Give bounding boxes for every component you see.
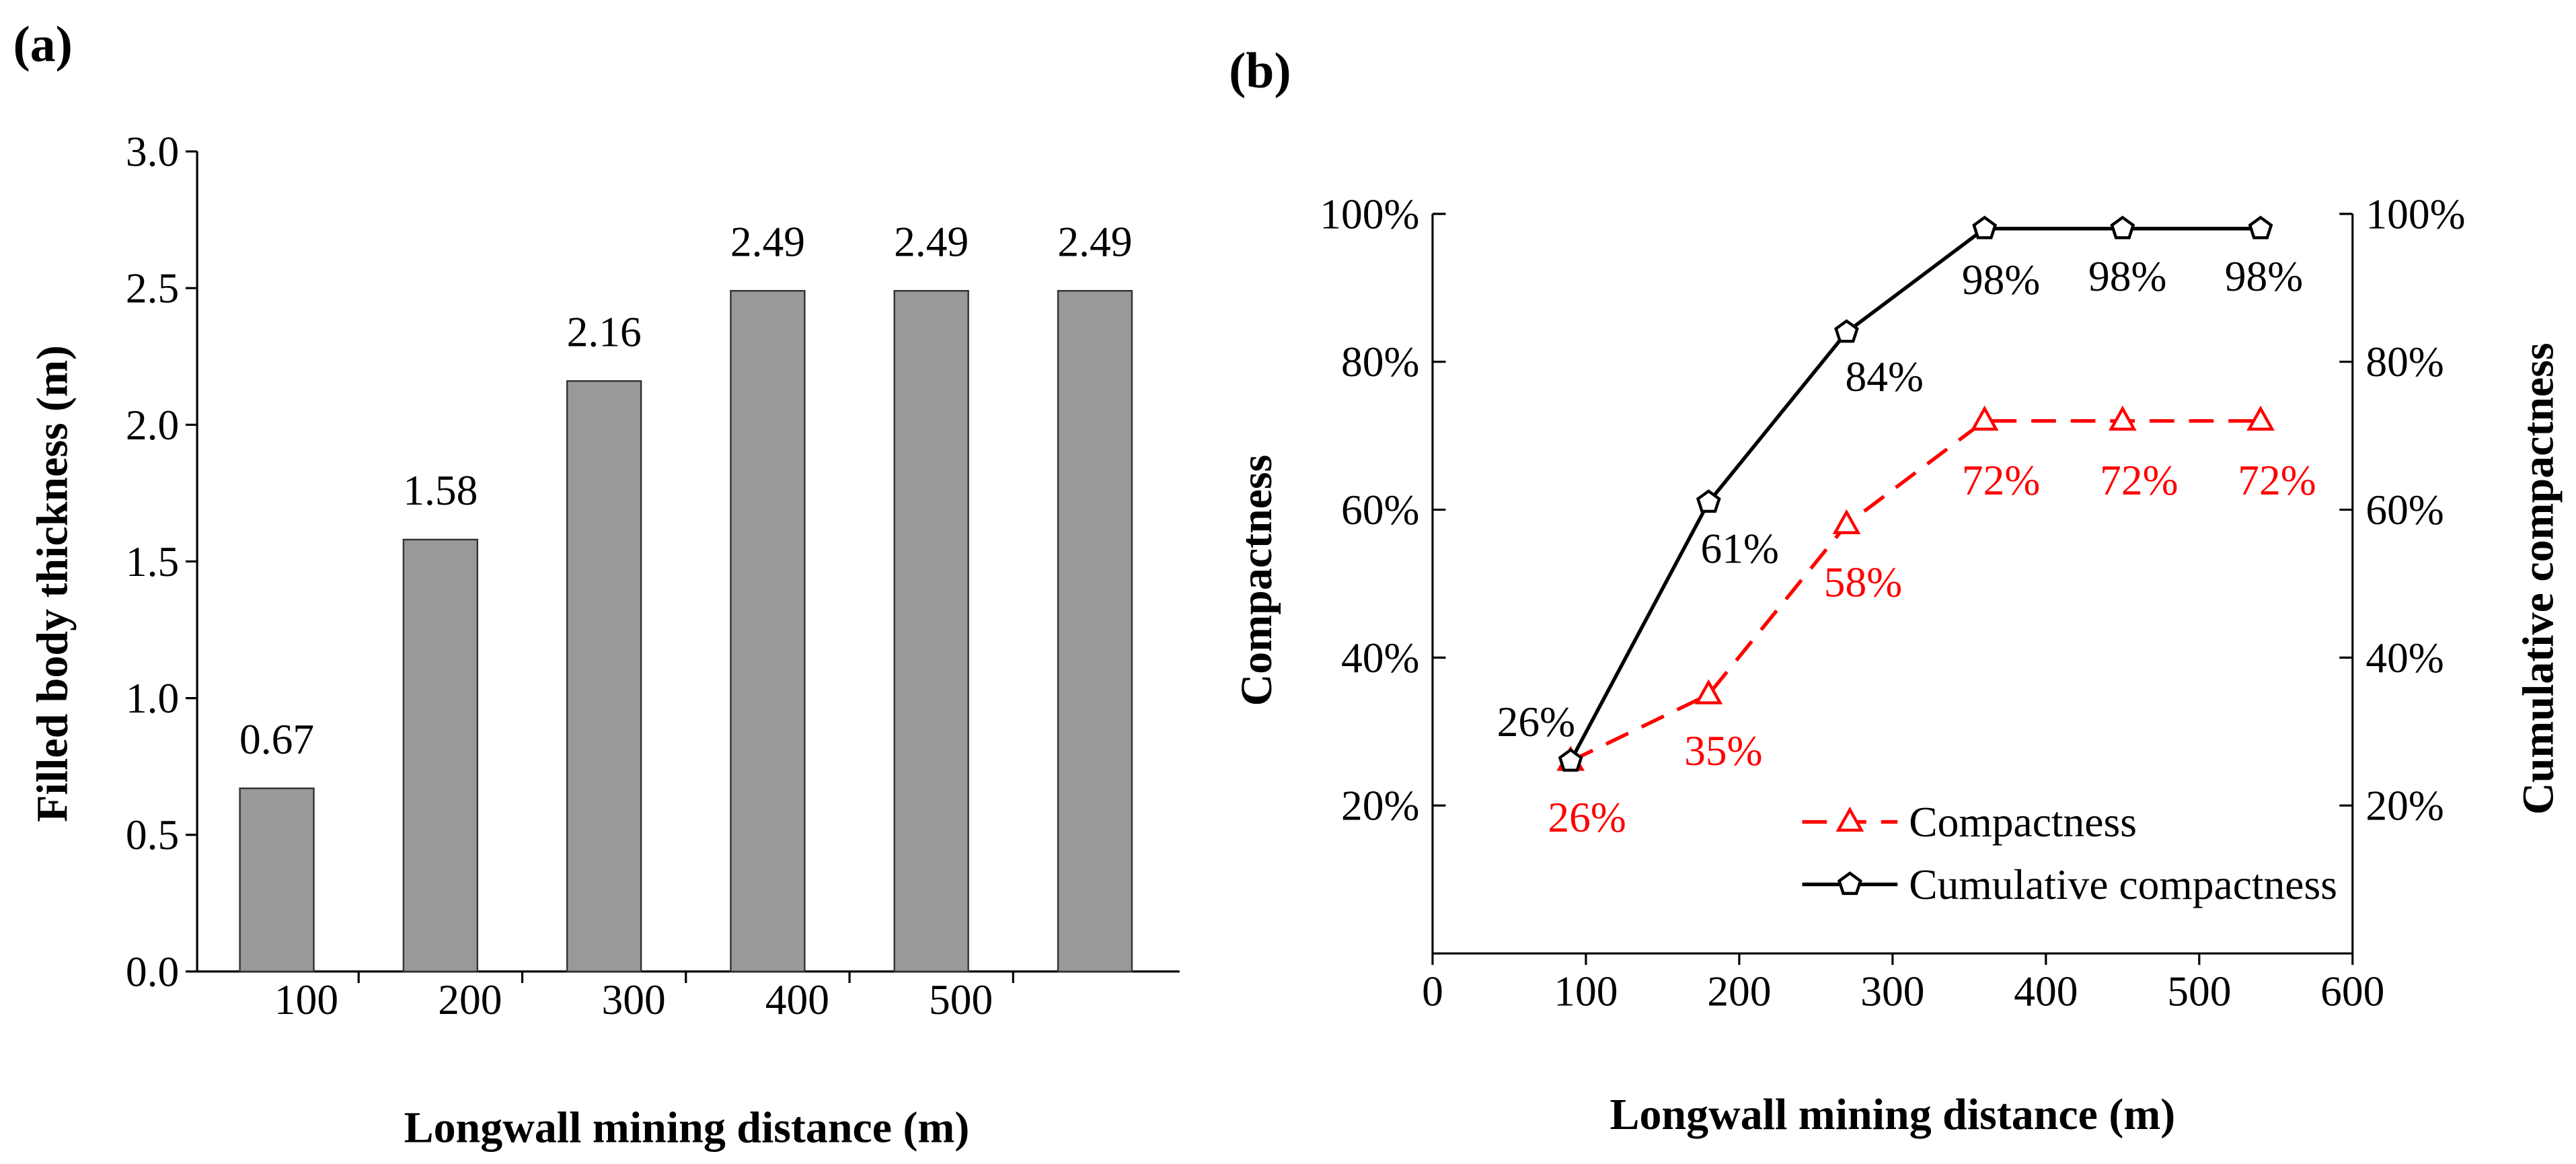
series-data-label: 26% [1548,793,1626,841]
bar [239,787,315,973]
panel-a-y-axis-title: Filled body thickness (m) [28,345,77,822]
series-data-label: 98% [2225,252,2303,300]
panel-b-line-chart: (b) 20% 20% 40% 40% 60% 60% 80% 80% 100% 100% 0 100… [1229,43,2563,1139]
panel-b-left-y-tick-label: 80% [1341,338,1419,386]
series-marker-pentagon [1972,215,1998,240]
bar [402,538,479,973]
series-marker-pentagon [1558,748,1583,772]
series-data-label: 35% [1684,727,1762,774]
panel-b-x-tick-label: 200 [1707,968,1771,1015]
series-data-label: 58% [1824,558,1902,606]
panel-a-plot-area: 0.0 0.5 1.0 1.5 2.0 2.5 3.0 0.67 1.58 2.16 2.49 2.4… [126,128,1133,1023]
panel-b-x-tick-label: 600 [2320,968,2384,1015]
panel-b-right-y-tick-label: 20% [2365,782,2444,830]
panel-a-x-tick-label: 400 [765,976,829,1023]
series-marker-pentagon [1696,489,1721,513]
series-data-label: 98% [2088,252,2166,300]
panel-a-x-tick-label: 300 [601,976,665,1023]
panel-b-right-y-tick-label: 100% [2365,190,2465,238]
bar-data-label: 2.49 [730,217,805,265]
bar [730,290,806,973]
series-marker-pentagon [1834,319,1859,343]
panel-b-left-y-tick-label: 20% [1341,782,1419,830]
bar-data-label: 1.58 [403,466,478,514]
bar-data-label: 2.49 [894,217,969,265]
panel-b-left-y-tick-label: 100% [1320,190,1419,238]
series-data-label: 72% [1962,456,2040,504]
series-data-label: 98% [1962,256,2040,303]
bar-data-label: 2.49 [1057,217,1132,265]
panel-a-x-tick-label: 200 [438,976,502,1023]
legend-marker-triangle [1835,806,1864,832]
series-marker-triangle [1970,405,1999,431]
bar [566,380,642,973]
legend: Compactness Cumulative compactness [1802,798,2337,908]
panel-a-y-tick-label: 1.5 [126,538,179,585]
series-data-label: 72% [2238,456,2316,504]
series-data-label: 61% [1701,524,1779,572]
series-line-compactness [1569,419,2261,763]
panel-a-x-axis-title: Longwall mining distance (m) [404,1103,970,1152]
series-marker-triangle [2108,405,2137,431]
panel-a-x-tick-label: 100 [274,976,338,1023]
series-marker-pentagon [2110,215,2135,240]
panel-b-x-tick-label: 500 [2167,968,2231,1015]
bar-data-label: 0.67 [239,715,314,763]
bar-data-label: 2.16 [567,308,642,356]
panel-a-y-tick-label: 3.0 [126,128,179,176]
panel-b-right-y-tick-label: 40% [2365,634,2444,682]
series-data-label: 72% [2100,456,2178,504]
panel-a-y-tick-label: 0.5 [126,811,179,859]
panel-a-y-tick-label: 2.0 [126,401,179,449]
panel-a-y-tick-label: 0.0 [126,947,179,995]
bar [1057,290,1133,973]
panel-b-x-tick-label: 300 [1860,968,1924,1015]
series-marker-triangle [1694,679,1723,704]
panel-b-left-y-tick-label: 40% [1341,634,1419,682]
panel-a-y-tick-label: 1.0 [126,674,179,722]
series-marker-triangle [2246,405,2275,431]
panel-b-right-y-tick-label: 60% [2365,486,2444,534]
bar [893,290,969,973]
series-data-label: 26% [1497,698,1575,745]
series-data-label: 84% [1845,353,1923,400]
panel-b-x-tick-label: 100 [1554,968,1618,1015]
panel-b-x-tick-label: 0 [1422,968,1443,1015]
panel-a-label: (a) [13,17,73,73]
series-marker-triangle [1832,509,1861,534]
panel-a-bar-chart: (a) 0.0 0.5 1.0 1.5 2.0 2.5 3.0 0.67 1.58 2.16 2.4… [13,17,1180,1152]
series-line-cumulative-compactness [1568,227,2261,762]
panel-b-x-tick-label: 400 [2014,968,2078,1015]
panel-b-right-y-tick-label: 80% [2365,338,2444,386]
series-marker-pentagon [2248,215,2273,240]
panel-b-left-y-axis-title: Compactness [1232,455,1281,706]
panel-b-plot-area: 20% 20% 40% 40% 60% 60% 80% 80% 100% 100% 0 100 200 3… [1320,190,2465,1015]
legend-marker-pentagon [1837,871,1862,896]
panel-b-label: (b) [1229,43,1291,99]
panel-b-x-axis-title: Longwall mining distance (m) [1609,1090,2175,1139]
panel-b-right-y-axis-title: Cumulative compactness [2513,342,2563,814]
panel-a-x-tick-label: 500 [929,976,993,1023]
panel-a-y-tick-label: 2.5 [126,264,179,312]
legend-label-compactness: Compactness [1909,798,2137,846]
panel-b-left-y-tick-label: 60% [1341,486,1419,534]
legend-label-cumulative-compactness: Cumulative compactness [1909,861,2337,908]
